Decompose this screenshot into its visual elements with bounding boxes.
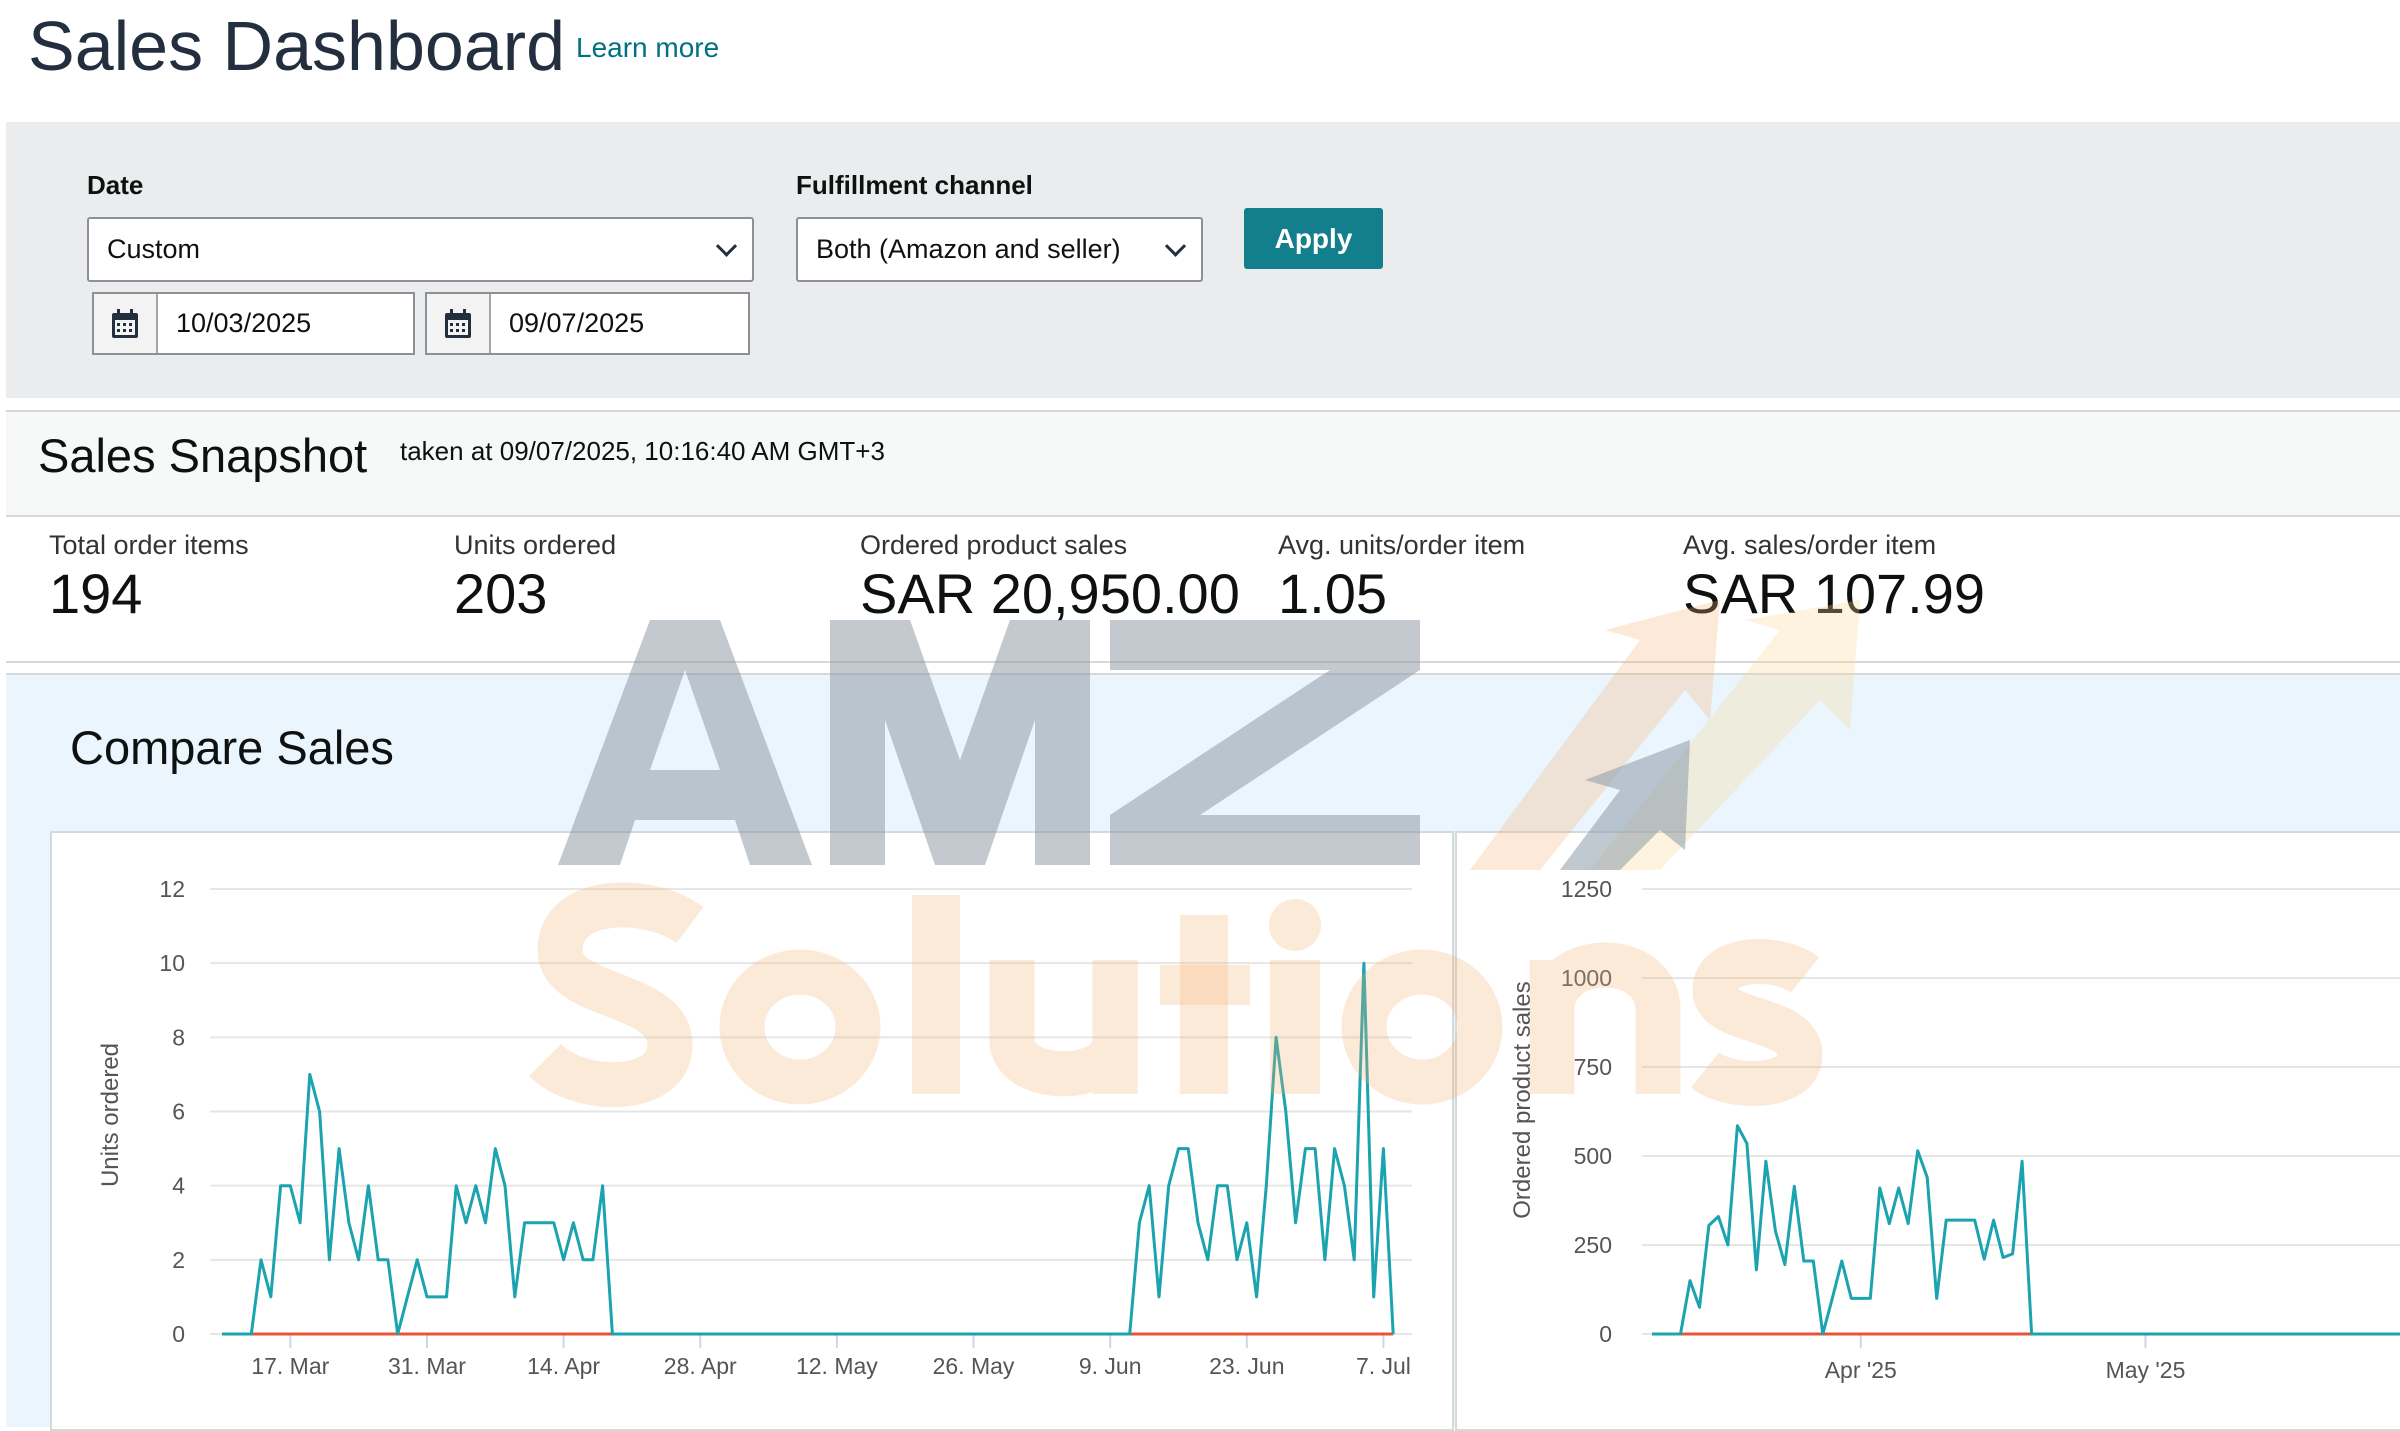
y-tick-label: 750 xyxy=(1574,1054,1612,1080)
y-tick-label: 1000 xyxy=(1561,965,1612,991)
x-tick-label: 17. Mar xyxy=(251,1353,329,1379)
y-tick-label: 10 xyxy=(159,950,185,976)
x-tick-label: 28. Apr xyxy=(664,1353,737,1379)
x-tick-label: 12. May xyxy=(796,1353,878,1379)
x-tick-label: 14. Apr xyxy=(527,1353,600,1379)
y-axis-title: Units ordered xyxy=(97,1043,124,1187)
x-tick-label: 31. Mar xyxy=(388,1353,466,1379)
y-tick-label: 8 xyxy=(172,1024,185,1050)
y-tick-label: 250 xyxy=(1574,1232,1612,1258)
current-series-line xyxy=(222,963,1393,1334)
x-tick-label: Apr '25 xyxy=(1825,1357,1897,1383)
y-tick-label: 0 xyxy=(1599,1321,1612,1347)
y-tick-label: 1250 xyxy=(1561,876,1612,902)
x-tick-label: 23. Jun xyxy=(1209,1353,1284,1379)
y-tick-label: 500 xyxy=(1574,1143,1612,1169)
y-tick-label: 0 xyxy=(172,1321,185,1347)
x-tick-label: 26. May xyxy=(933,1353,1015,1379)
y-axis-title: Ordered product sales xyxy=(1509,981,1536,1218)
y-tick-label: 6 xyxy=(172,1099,185,1125)
y-tick-label: 12 xyxy=(159,876,185,902)
x-tick-label: 9. Jun xyxy=(1079,1353,1142,1379)
y-tick-label: 4 xyxy=(172,1173,185,1199)
x-tick-label: 7. Jul xyxy=(1356,1353,1411,1379)
y-tick-label: 2 xyxy=(172,1247,185,1273)
x-tick-label: May '25 xyxy=(2106,1357,2186,1383)
